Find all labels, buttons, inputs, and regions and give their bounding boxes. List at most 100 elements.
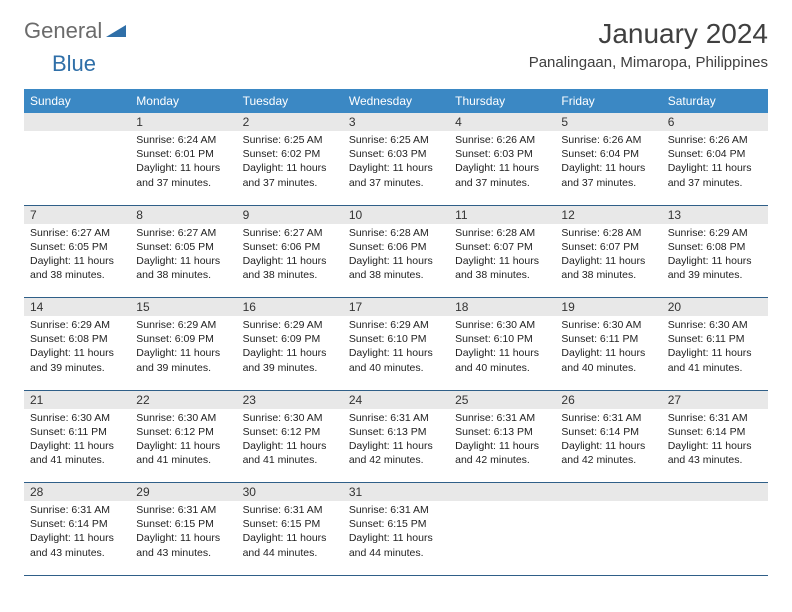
- day-body: Sunrise: 6:28 AMSunset: 6:07 PMDaylight:…: [555, 224, 661, 289]
- day-body: Sunrise: 6:31 AMSunset: 6:14 PMDaylight:…: [24, 501, 130, 566]
- daylight-text: Daylight: 11 hours and 43 minutes.: [136, 531, 230, 559]
- day-body: [555, 501, 661, 509]
- sunrise-text: Sunrise: 6:29 AM: [30, 318, 124, 332]
- daylight-text: Daylight: 11 hours and 38 minutes.: [243, 254, 337, 282]
- day-number: 9: [237, 206, 343, 224]
- day-number-cell: 4: [449, 113, 555, 131]
- day-number: 3: [343, 113, 449, 131]
- day-number-cell: 22: [130, 390, 236, 409]
- day-number-cell: 21: [24, 390, 130, 409]
- day-body: [24, 131, 130, 139]
- daylight-text: Daylight: 11 hours and 38 minutes.: [455, 254, 549, 282]
- day-number: 13: [662, 206, 768, 224]
- sunrise-text: Sunrise: 6:28 AM: [455, 226, 549, 240]
- day-body: Sunrise: 6:29 AMSunset: 6:10 PMDaylight:…: [343, 316, 449, 381]
- day-content-cell: Sunrise: 6:31 AMSunset: 6:15 PMDaylight:…: [343, 501, 449, 575]
- day-number-cell: 30: [237, 483, 343, 502]
- day-content-cell: Sunrise: 6:29 AMSunset: 6:10 PMDaylight:…: [343, 316, 449, 390]
- sunrise-text: Sunrise: 6:25 AM: [349, 133, 443, 147]
- day-body: Sunrise: 6:27 AMSunset: 6:05 PMDaylight:…: [24, 224, 130, 289]
- sunrise-text: Sunrise: 6:28 AM: [349, 226, 443, 240]
- sunrise-text: Sunrise: 6:30 AM: [30, 411, 124, 425]
- day-content-cell: [555, 501, 661, 575]
- daynum-row: 21222324252627: [24, 390, 768, 409]
- logo: General: [24, 18, 128, 44]
- sunrise-text: Sunrise: 6:25 AM: [243, 133, 337, 147]
- day-number-cell: 31: [343, 483, 449, 502]
- sunrise-text: Sunrise: 6:31 AM: [561, 411, 655, 425]
- daylight-text: Daylight: 11 hours and 41 minutes.: [668, 346, 762, 374]
- weekday-header: Wednesday: [343, 89, 449, 113]
- day-number-cell: 29: [130, 483, 236, 502]
- day-number-cell: 8: [130, 205, 236, 224]
- sunset-text: Sunset: 6:08 PM: [668, 240, 762, 254]
- day-number: 22: [130, 391, 236, 409]
- day-content-cell: [24, 131, 130, 205]
- day-body: Sunrise: 6:31 AMSunset: 6:15 PMDaylight:…: [237, 501, 343, 566]
- day-number-cell: 23: [237, 390, 343, 409]
- daylight-text: Daylight: 11 hours and 40 minutes.: [455, 346, 549, 374]
- day-body: Sunrise: 6:30 AMSunset: 6:12 PMDaylight:…: [237, 409, 343, 474]
- daynum-row: 28293031: [24, 483, 768, 502]
- day-content-cell: Sunrise: 6:30 AMSunset: 6:11 PMDaylight:…: [662, 316, 768, 390]
- day-number: 29: [130, 483, 236, 501]
- day-number: [662, 483, 768, 501]
- day-content-cell: Sunrise: 6:28 AMSunset: 6:07 PMDaylight:…: [555, 224, 661, 298]
- sunrise-text: Sunrise: 6:31 AM: [243, 503, 337, 517]
- daylight-text: Daylight: 11 hours and 37 minutes.: [561, 161, 655, 189]
- sunset-text: Sunset: 6:15 PM: [136, 517, 230, 531]
- daylight-text: Daylight: 11 hours and 44 minutes.: [243, 531, 337, 559]
- day-content-cell: Sunrise: 6:25 AMSunset: 6:02 PMDaylight:…: [237, 131, 343, 205]
- day-content-cell: Sunrise: 6:29 AMSunset: 6:09 PMDaylight:…: [237, 316, 343, 390]
- daylight-text: Daylight: 11 hours and 38 minutes.: [561, 254, 655, 282]
- sunrise-text: Sunrise: 6:26 AM: [668, 133, 762, 147]
- day-content-cell: [662, 501, 768, 575]
- logo-triangle-icon: [106, 21, 126, 42]
- day-number-cell: [449, 483, 555, 502]
- day-content-cell: Sunrise: 6:31 AMSunset: 6:13 PMDaylight:…: [343, 409, 449, 483]
- day-content-cell: Sunrise: 6:31 AMSunset: 6:14 PMDaylight:…: [555, 409, 661, 483]
- day-number-cell: 17: [343, 298, 449, 317]
- sunset-text: Sunset: 6:03 PM: [455, 147, 549, 161]
- sunrise-text: Sunrise: 6:31 AM: [455, 411, 549, 425]
- day-content-cell: Sunrise: 6:26 AMSunset: 6:04 PMDaylight:…: [555, 131, 661, 205]
- day-body: Sunrise: 6:27 AMSunset: 6:05 PMDaylight:…: [130, 224, 236, 289]
- day-number: 17: [343, 298, 449, 316]
- daynum-row: 14151617181920: [24, 298, 768, 317]
- sunrise-text: Sunrise: 6:30 AM: [136, 411, 230, 425]
- day-content-cell: Sunrise: 6:30 AMSunset: 6:12 PMDaylight:…: [130, 409, 236, 483]
- sunset-text: Sunset: 6:10 PM: [455, 332, 549, 346]
- sunrise-text: Sunrise: 6:26 AM: [561, 133, 655, 147]
- day-number-cell: 24: [343, 390, 449, 409]
- daynum-row: 123456: [24, 113, 768, 131]
- day-number: 4: [449, 113, 555, 131]
- daylight-text: Daylight: 11 hours and 42 minutes.: [455, 439, 549, 467]
- day-body: Sunrise: 6:31 AMSunset: 6:14 PMDaylight:…: [555, 409, 661, 474]
- sunrise-text: Sunrise: 6:31 AM: [349, 411, 443, 425]
- sunrise-text: Sunrise: 6:29 AM: [136, 318, 230, 332]
- day-number-cell: 12: [555, 205, 661, 224]
- daylight-text: Daylight: 11 hours and 38 minutes.: [30, 254, 124, 282]
- day-number-cell: 18: [449, 298, 555, 317]
- day-body: Sunrise: 6:29 AMSunset: 6:09 PMDaylight:…: [237, 316, 343, 381]
- sunrise-text: Sunrise: 6:31 AM: [668, 411, 762, 425]
- daylight-text: Daylight: 11 hours and 40 minutes.: [561, 346, 655, 374]
- day-number-cell: 28: [24, 483, 130, 502]
- day-content-cell: Sunrise: 6:27 AMSunset: 6:06 PMDaylight:…: [237, 224, 343, 298]
- day-number-cell: 11: [449, 205, 555, 224]
- day-number: 27: [662, 391, 768, 409]
- day-content-cell: Sunrise: 6:30 AMSunset: 6:12 PMDaylight:…: [237, 409, 343, 483]
- day-content-cell: Sunrise: 6:27 AMSunset: 6:05 PMDaylight:…: [130, 224, 236, 298]
- day-body: Sunrise: 6:31 AMSunset: 6:15 PMDaylight:…: [130, 501, 236, 566]
- day-number-cell: 15: [130, 298, 236, 317]
- day-number: 16: [237, 298, 343, 316]
- day-number: 26: [555, 391, 661, 409]
- day-body: Sunrise: 6:30 AMSunset: 6:11 PMDaylight:…: [555, 316, 661, 381]
- sunset-text: Sunset: 6:06 PM: [349, 240, 443, 254]
- weekday-header: Friday: [555, 89, 661, 113]
- day-body: Sunrise: 6:29 AMSunset: 6:08 PMDaylight:…: [662, 224, 768, 289]
- sunrise-text: Sunrise: 6:29 AM: [349, 318, 443, 332]
- sunrise-text: Sunrise: 6:27 AM: [136, 226, 230, 240]
- day-number: 5: [555, 113, 661, 131]
- sunrise-text: Sunrise: 6:31 AM: [30, 503, 124, 517]
